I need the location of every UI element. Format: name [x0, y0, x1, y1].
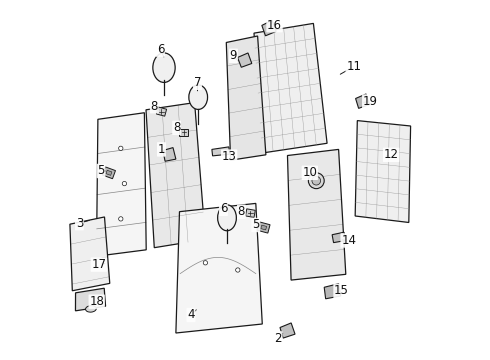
Polygon shape	[106, 170, 112, 175]
Text: 11: 11	[346, 60, 361, 73]
Text: 14: 14	[341, 234, 356, 247]
Text: 16: 16	[267, 19, 282, 32]
Polygon shape	[156, 107, 167, 116]
Text: 1: 1	[158, 143, 165, 156]
Text: 15: 15	[334, 284, 349, 297]
Polygon shape	[163, 148, 176, 161]
Text: 6: 6	[157, 43, 164, 56]
Circle shape	[119, 146, 123, 150]
Polygon shape	[97, 113, 146, 256]
Polygon shape	[226, 36, 266, 160]
Polygon shape	[146, 103, 205, 248]
Polygon shape	[254, 23, 327, 153]
Text: 10: 10	[302, 166, 317, 179]
Text: 3: 3	[76, 217, 83, 230]
Ellipse shape	[189, 85, 208, 109]
Text: 13: 13	[221, 150, 237, 163]
Text: 8: 8	[238, 205, 245, 218]
Polygon shape	[280, 323, 295, 338]
Text: 18: 18	[89, 295, 104, 308]
Polygon shape	[324, 284, 341, 299]
Text: 5: 5	[252, 219, 260, 231]
Polygon shape	[261, 225, 267, 230]
Polygon shape	[245, 209, 255, 217]
Polygon shape	[176, 203, 262, 333]
Polygon shape	[212, 147, 230, 156]
Text: 8: 8	[150, 100, 158, 113]
Text: 4: 4	[187, 309, 195, 321]
Ellipse shape	[153, 53, 175, 82]
Polygon shape	[70, 217, 110, 291]
Text: 2: 2	[274, 332, 282, 345]
Circle shape	[308, 173, 324, 189]
Text: 12: 12	[384, 148, 399, 161]
Ellipse shape	[218, 205, 236, 231]
Text: 19: 19	[363, 95, 378, 108]
Polygon shape	[355, 121, 411, 222]
Polygon shape	[262, 21, 276, 36]
Polygon shape	[257, 222, 270, 233]
Text: 17: 17	[91, 258, 106, 271]
Circle shape	[203, 261, 208, 265]
Text: 7: 7	[194, 76, 201, 89]
Circle shape	[122, 181, 126, 186]
Polygon shape	[102, 167, 116, 179]
Text: 8: 8	[173, 121, 180, 134]
Circle shape	[312, 176, 320, 185]
Polygon shape	[238, 53, 252, 67]
Text: 6: 6	[220, 202, 227, 215]
Ellipse shape	[86, 306, 97, 312]
Polygon shape	[356, 94, 369, 108]
Polygon shape	[332, 232, 346, 243]
Circle shape	[119, 217, 123, 221]
Text: 9: 9	[230, 49, 237, 62]
Polygon shape	[179, 129, 188, 136]
Text: 5: 5	[98, 165, 105, 177]
Circle shape	[236, 268, 240, 272]
Polygon shape	[75, 288, 105, 311]
Polygon shape	[288, 149, 346, 280]
